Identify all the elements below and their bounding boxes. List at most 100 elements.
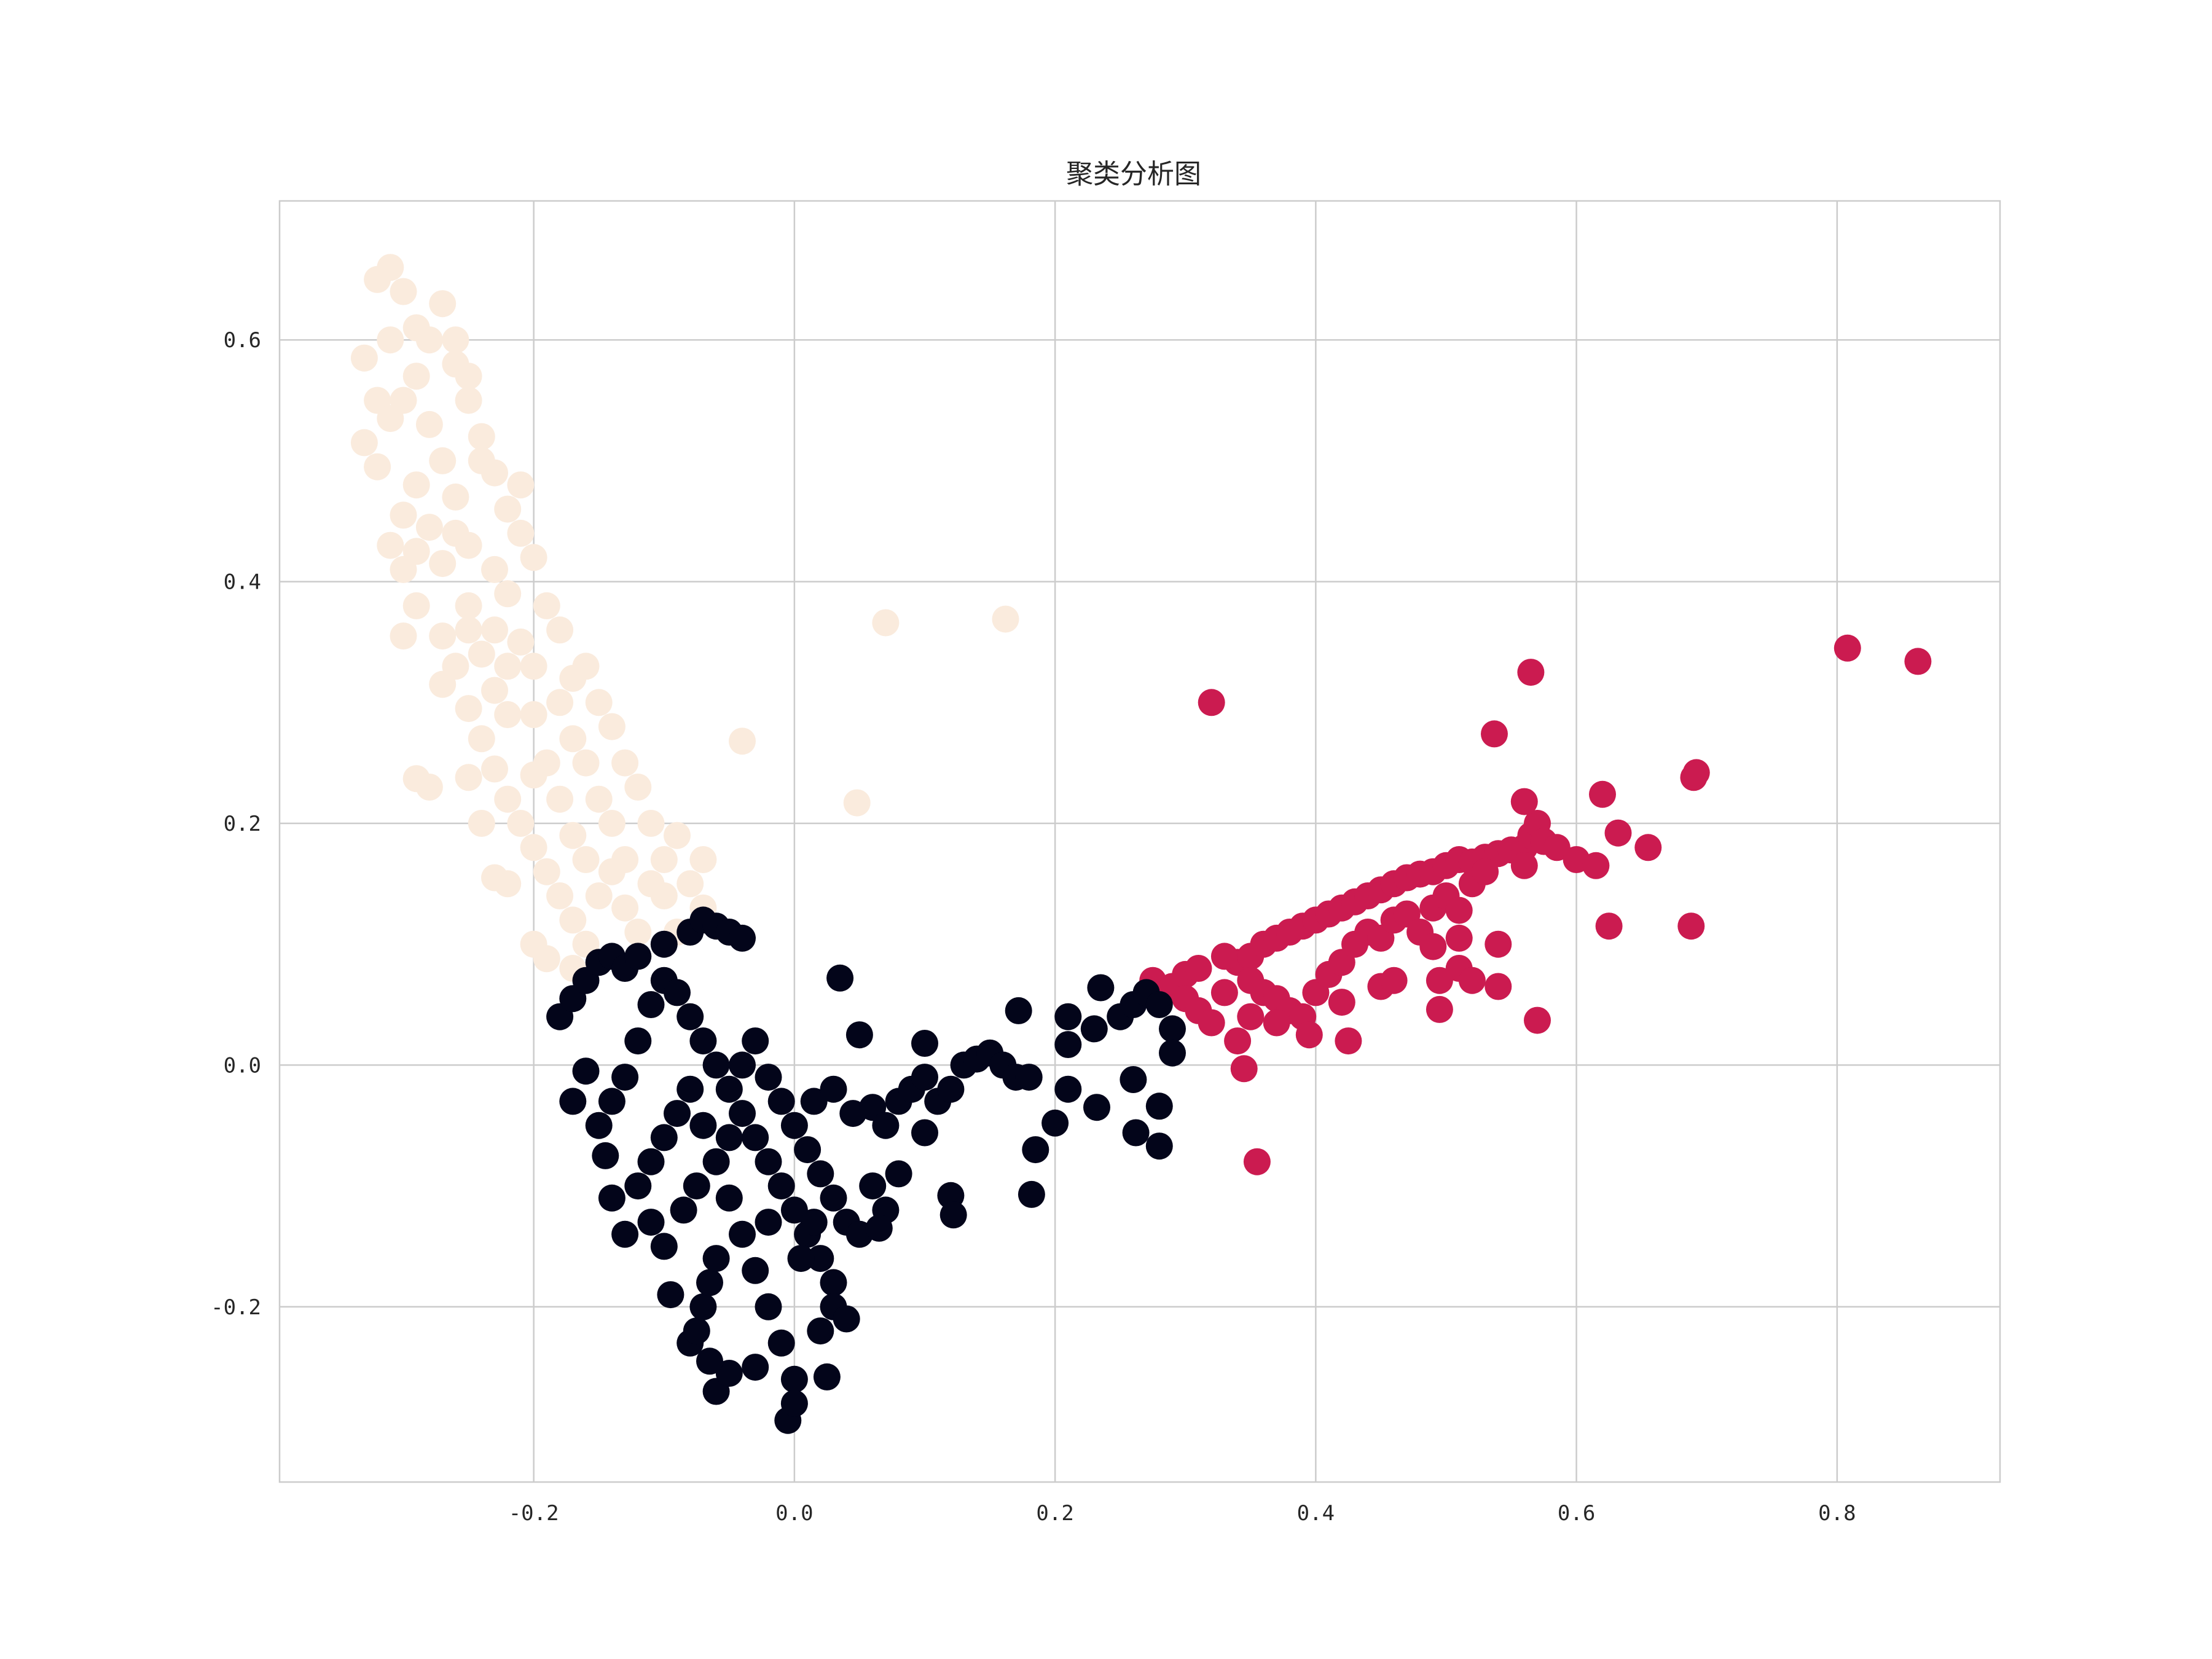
- data-point: [455, 386, 482, 414]
- data-point: [598, 1088, 626, 1115]
- data-point: [377, 531, 404, 559]
- data-point: [494, 580, 522, 608]
- data-point: [702, 1245, 730, 1273]
- data-point: [1120, 1066, 1147, 1093]
- data-point: [664, 979, 691, 1006]
- data-point: [585, 689, 613, 716]
- data-point: [468, 810, 495, 837]
- data-point: [1682, 759, 1710, 786]
- data-point: [429, 670, 457, 698]
- data-point: [800, 1209, 828, 1236]
- data-point: [533, 592, 560, 619]
- data-point: [559, 665, 587, 692]
- data-point: [657, 1281, 684, 1309]
- data-point: [546, 882, 574, 909]
- data-point: [364, 453, 391, 480]
- data-point: [415, 774, 443, 801]
- data-point: [885, 1160, 912, 1188]
- data-point: [715, 1075, 743, 1103]
- data-point: [559, 822, 587, 849]
- data-point: [598, 713, 626, 740]
- data-point: [442, 483, 469, 511]
- data-point: [572, 846, 600, 873]
- x-axis-ticks: -0.2 0.0 0.2 0.4 0.6 0.8: [509, 1501, 1856, 1526]
- data-point: [1185, 955, 1212, 982]
- y-tick-label: 0.6: [224, 328, 261, 353]
- data-point: [670, 1196, 697, 1224]
- data-point: [1230, 1055, 1258, 1083]
- data-point: [780, 1390, 808, 1418]
- data-point: [865, 1214, 893, 1242]
- data-point: [1005, 997, 1032, 1024]
- x-tick-label: 0.6: [1558, 1501, 1595, 1526]
- data-point: [1582, 852, 1610, 879]
- data-point: [585, 882, 613, 909]
- data-point: [455, 616, 482, 644]
- data-point: [598, 810, 626, 837]
- data-point: [559, 906, 587, 934]
- data-point: [494, 870, 522, 898]
- data-point: [650, 846, 678, 873]
- data-point: [1458, 967, 1486, 994]
- data-point: [787, 1245, 815, 1273]
- data-point: [1524, 1006, 1551, 1034]
- data-point: [1589, 780, 1616, 808]
- data-point: [455, 695, 482, 723]
- data-point: [729, 924, 756, 952]
- data-point: [937, 1075, 965, 1103]
- data-point: [650, 1233, 678, 1260]
- x-tick-label: -0.2: [509, 1501, 559, 1526]
- data-point: [767, 1172, 795, 1200]
- data-point: [1263, 1009, 1290, 1037]
- data-point: [1145, 1092, 1173, 1120]
- data-point: [715, 1184, 743, 1212]
- data-point: [390, 501, 417, 529]
- data-point: [1604, 819, 1632, 847]
- data-point: [415, 410, 443, 438]
- y-tick-label: 0.0: [224, 1053, 261, 1078]
- x-tick-label: 0.8: [1818, 1501, 1856, 1526]
- grid-lines: [280, 201, 2000, 1482]
- data-point: [872, 1112, 900, 1139]
- data-point: [755, 1064, 782, 1091]
- data-point: [800, 1088, 828, 1115]
- data-point: [689, 1293, 717, 1320]
- data-point: [1595, 912, 1623, 940]
- data-point: [1237, 1003, 1265, 1030]
- data-point: [415, 326, 443, 354]
- data-point: [833, 1305, 860, 1333]
- data-point: [1122, 1119, 1150, 1147]
- data-point: [820, 1269, 847, 1296]
- data-point: [826, 964, 854, 992]
- data-point: [820, 1184, 847, 1212]
- data-point: [468, 447, 495, 474]
- data-point: [1087, 974, 1115, 1002]
- data-point: [1080, 1015, 1108, 1043]
- data-point: [533, 749, 560, 777]
- data-point: [807, 1160, 834, 1188]
- data-point: [468, 640, 495, 668]
- data-point: [533, 858, 560, 885]
- data-point: [611, 1064, 639, 1091]
- data-point: [813, 1363, 841, 1390]
- data-point: [402, 363, 430, 390]
- data-point: [507, 628, 535, 656]
- data-point: [624, 1172, 652, 1200]
- data-point: [572, 749, 600, 777]
- data-point: [481, 755, 508, 783]
- data-point: [468, 423, 495, 450]
- data-point: [559, 1088, 587, 1115]
- data-point: [1210, 943, 1238, 970]
- data-point: [702, 1051, 730, 1079]
- data-point: [1484, 930, 1512, 958]
- data-point: [364, 265, 391, 293]
- data-point: [1510, 852, 1538, 879]
- chart-title: 聚类分析图: [1066, 159, 1201, 190]
- data-point: [624, 919, 652, 946]
- data-point: [1426, 995, 1453, 1023]
- data-point: [402, 471, 430, 499]
- data-point: [592, 1142, 619, 1169]
- data-point: [377, 405, 404, 433]
- data-point: [702, 1148, 730, 1175]
- data-point: [442, 326, 469, 354]
